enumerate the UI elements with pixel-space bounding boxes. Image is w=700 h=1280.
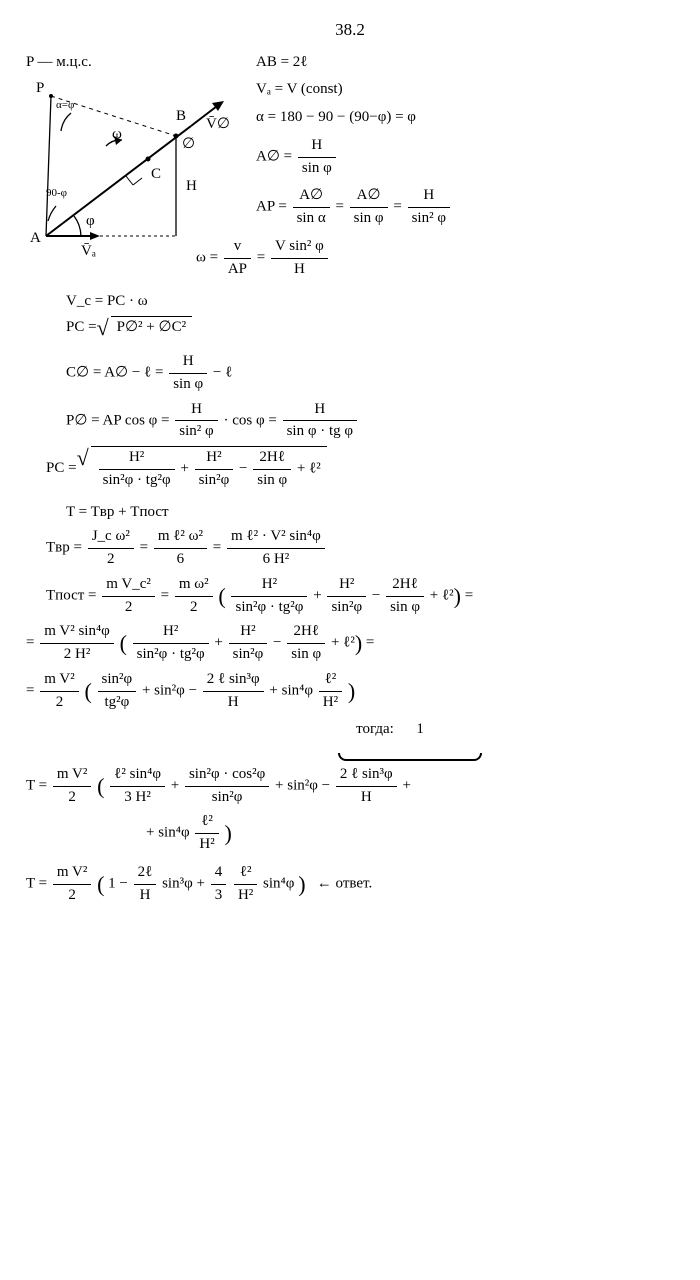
eq-Tfinal1b: + sin⁴φ ℓ²H² )	[146, 811, 674, 856]
lbl-omega: ω	[112, 124, 122, 146]
lbl-D: ∅	[182, 134, 195, 156]
lbl-H: H	[186, 176, 197, 198]
eq-T: T = Tвр + Tпост	[66, 502, 674, 524]
title: 38.2	[26, 18, 674, 43]
eq-line3: = m V²2 ( sin²φtg²φ + sin²φ − 2 ℓ sin³φH…	[26, 669, 674, 714]
lbl-C: C	[151, 164, 161, 186]
eq-Tpost: Tпост = m V_c²2 = m ω²2 ( H²sin²φ · tg²φ…	[46, 574, 674, 619]
eq-answer: T = m V²2 ( 1 − 2ℓH sin³φ + 43 ℓ²H² sin⁴…	[26, 862, 674, 907]
eq-omega: ω = vAP = V sin² φH	[196, 236, 452, 281]
eq-CD: C∅ = A∅ − ℓ = Hsin φ − ℓ	[66, 351, 674, 396]
eq-Tfinal1: T = m V²2 ( ℓ² sin⁴φ3 H² + sin²φ · cos²φ…	[26, 764, 674, 809]
lbl-Vb: V̄∅	[206, 114, 230, 136]
lbl-phi: φ	[86, 211, 95, 233]
eq-Va: Vₐ = V (const)	[256, 79, 452, 101]
eq-AB: AB = 2ℓ	[256, 52, 452, 74]
diagram: P B V̄∅ ∅ C H A V̄ₐ φ 90-φ α=φ ω	[26, 76, 226, 276]
eq-Tvr: Tвр = J_c ω²2 = m ℓ² ω²6 = m ℓ² · V² sin…	[46, 526, 674, 571]
lbl-P: P	[36, 78, 44, 100]
togda-one: тогда: 1	[106, 719, 674, 763]
eq-AP: AP = A∅sin α = A∅sin φ = Hsin² φ	[256, 185, 452, 230]
eq-Vc: V_c = PC · ω	[66, 291, 674, 313]
p-mcc: P — м.ц.с.	[26, 52, 236, 74]
lbl-A: A	[30, 228, 41, 250]
lbl-Va: V̄ₐ	[81, 241, 96, 263]
eq-PC1: PC =√P∅² + ∅C²	[66, 316, 674, 348]
eq-PD: P∅ = AP cos φ = Hsin² φ · cos φ = Hsin φ…	[66, 399, 674, 444]
lbl-alpha: α=φ	[56, 98, 74, 114]
eq-PC2: PC =√ H²sin²φ · tg²φ + H²sin²φ − 2Hℓsin …	[46, 446, 674, 492]
eq-line2: = m V² sin⁴φ2 H² ( H²sin²φ · tg²φ + H²si…	[26, 621, 674, 666]
lbl-90phi: 90-φ	[46, 186, 67, 202]
lbl-B: B	[176, 106, 186, 128]
eq-AD: A∅ = Hsin φ	[256, 135, 452, 180]
eq-alpha: α = 180 − 90 − (90−φ) = φ	[256, 107, 452, 129]
